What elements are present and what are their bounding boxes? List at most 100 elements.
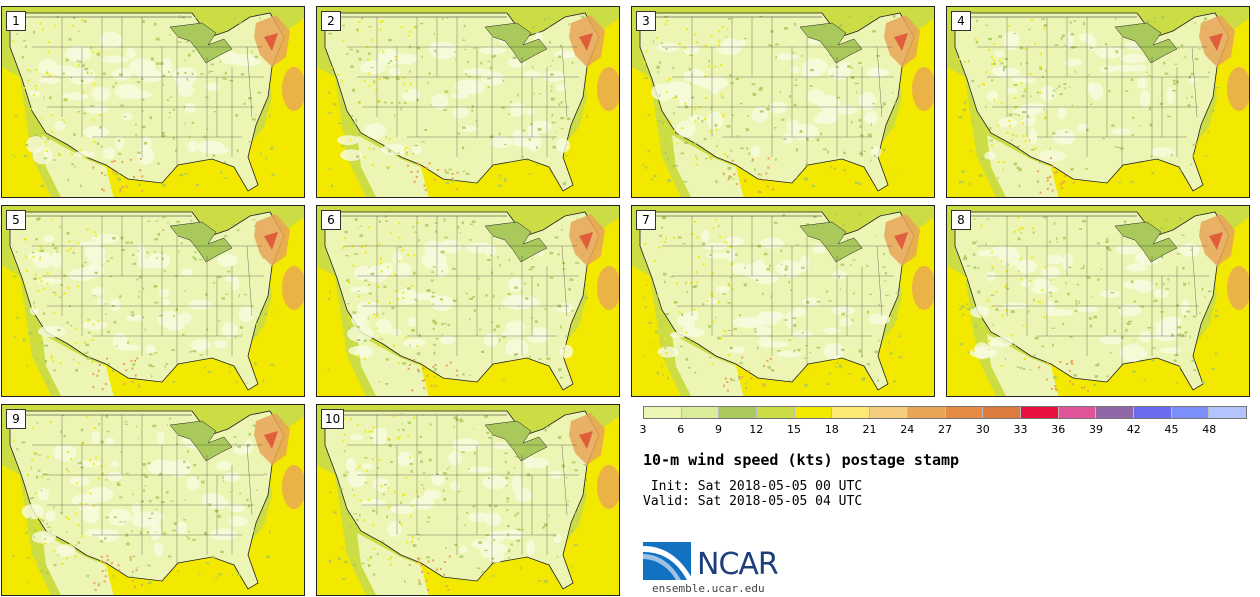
atlantic — [232, 217, 304, 396]
stamp-label: 5 — [6, 210, 26, 230]
pacific — [2, 465, 52, 595]
atlantic-orange — [597, 266, 619, 310]
stamp-member-10: 10 — [316, 404, 620, 596]
mexico-land — [987, 135, 1059, 197]
colorbar-segment — [1058, 407, 1097, 418]
colorbar-tick-label: 3 — [639, 423, 647, 436]
pacific — [632, 67, 682, 197]
mexico-land — [42, 135, 114, 197]
colorbar-tick-label: 21 — [862, 423, 877, 436]
stamp-label: 7 — [636, 210, 656, 230]
wind-speed-map — [2, 206, 304, 396]
colorbar-segment — [757, 407, 795, 418]
colorbar-tick-label: 12 — [749, 423, 764, 436]
pacific — [2, 67, 52, 197]
colorbar-tick-label: 9 — [715, 423, 722, 436]
mexico-land — [672, 334, 744, 396]
atlantic — [232, 18, 304, 197]
wind-speed-map — [632, 7, 934, 197]
colorbar-segment — [1020, 407, 1059, 418]
logo-url: ensemble.ucar.edu — [652, 582, 765, 595]
init-time: Init: Sat 2018-05-05 00 UTC — [643, 479, 863, 494]
valid-time: Valid: Sat 2018-05-05 04 UTC — [643, 494, 863, 509]
colorbar-segment — [1133, 407, 1172, 418]
wind-speed-map — [317, 206, 619, 396]
stamp-member-6: 6 — [316, 205, 620, 397]
stamp-label: 6 — [321, 210, 341, 230]
colorbar-segment — [644, 407, 682, 418]
colorbar-segment — [983, 407, 1021, 418]
colorbar-tick-label: 18 — [824, 423, 839, 436]
wind-speed-map — [947, 206, 1249, 396]
atlantic-orange — [1227, 266, 1249, 310]
colorbar-tick-label: 24 — [900, 423, 915, 436]
great-lakes — [484, 22, 548, 64]
colorbar-tick-label: 48 — [1202, 423, 1217, 436]
colorbar-segment — [1096, 407, 1134, 418]
wind-speed-map — [2, 7, 304, 197]
logo-swoosh — [643, 546, 693, 580]
atlantic-orange — [282, 67, 304, 111]
logo-swoosh-2 — [643, 554, 681, 580]
great-lakes — [484, 221, 548, 263]
atlantic-orange — [282, 465, 304, 509]
atlantic — [1177, 18, 1249, 197]
atlantic-orange — [597, 67, 619, 111]
mexico-land — [357, 135, 429, 197]
stamp-label: 9 — [6, 409, 26, 429]
colorbar-segment — [945, 407, 984, 418]
colorbar-tick-label: 36 — [1051, 423, 1066, 436]
wind-speed-map — [2, 405, 304, 595]
great-lakes — [1114, 22, 1178, 64]
figure-title: 10-m wind speed (kts) postage stamp — [643, 451, 960, 469]
colorbar — [643, 406, 1247, 419]
atlantic — [547, 18, 619, 197]
pacific — [947, 266, 997, 396]
stamp-member-1: 1 — [1, 6, 305, 198]
colorbar-tick-label: 42 — [1126, 423, 1141, 436]
colorbar-segment — [719, 407, 758, 418]
pacific — [2, 266, 52, 396]
great-lakes — [169, 221, 233, 263]
colorbar-segment — [1171, 407, 1210, 418]
colorbar-tick-label: 39 — [1089, 423, 1103, 436]
atlantic-orange — [912, 266, 934, 310]
colorbar-tick-label: 30 — [975, 423, 990, 436]
colorbar-segment — [907, 407, 946, 418]
stamp-label: 2 — [321, 11, 341, 31]
great-lakes — [1114, 221, 1178, 263]
atlantic — [1177, 217, 1249, 396]
wind-speed-map — [317, 7, 619, 197]
stamp-label: 8 — [951, 210, 971, 230]
great-lakes — [484, 420, 548, 462]
stamp-member-2: 2 — [316, 6, 620, 198]
colorbar-ticks: 3 6 9 12 15 18 21 24 27 30 33 36 39 42 45 48 — [639, 423, 1247, 439]
atlantic — [862, 217, 934, 396]
colorbar-segment — [832, 407, 871, 418]
stamp-label: 10 — [321, 409, 345, 429]
atlantic-orange — [1227, 67, 1249, 111]
mexico-land — [987, 334, 1059, 396]
stamp-member-9: 9 — [1, 404, 305, 596]
stamp-label: 1 — [6, 11, 26, 31]
colorbar-segment — [794, 407, 833, 418]
wind-speed-map — [947, 7, 1249, 197]
atlantic-orange — [912, 67, 934, 111]
stamp-label: 3 — [636, 11, 656, 31]
great-lakes — [169, 420, 233, 462]
colorbar-tick-label: 27 — [938, 423, 952, 436]
pacific — [947, 67, 997, 197]
colorbar-segment — [870, 407, 908, 418]
stamp-member-3: 3 — [631, 6, 935, 198]
wind-speed-map — [632, 206, 934, 396]
ncar-logo-icon — [643, 542, 693, 580]
mexico-land — [42, 334, 114, 396]
colorbar-segment — [681, 407, 720, 418]
pacific — [317, 67, 367, 197]
colorbar-tick-label: 15 — [787, 423, 801, 436]
logo-text: NCAR — [697, 547, 779, 582]
great-lakes — [799, 22, 863, 64]
great-lakes — [169, 22, 233, 64]
colorbar-tick-label: 33 — [1013, 423, 1028, 436]
stamp-label: 4 — [951, 11, 971, 31]
